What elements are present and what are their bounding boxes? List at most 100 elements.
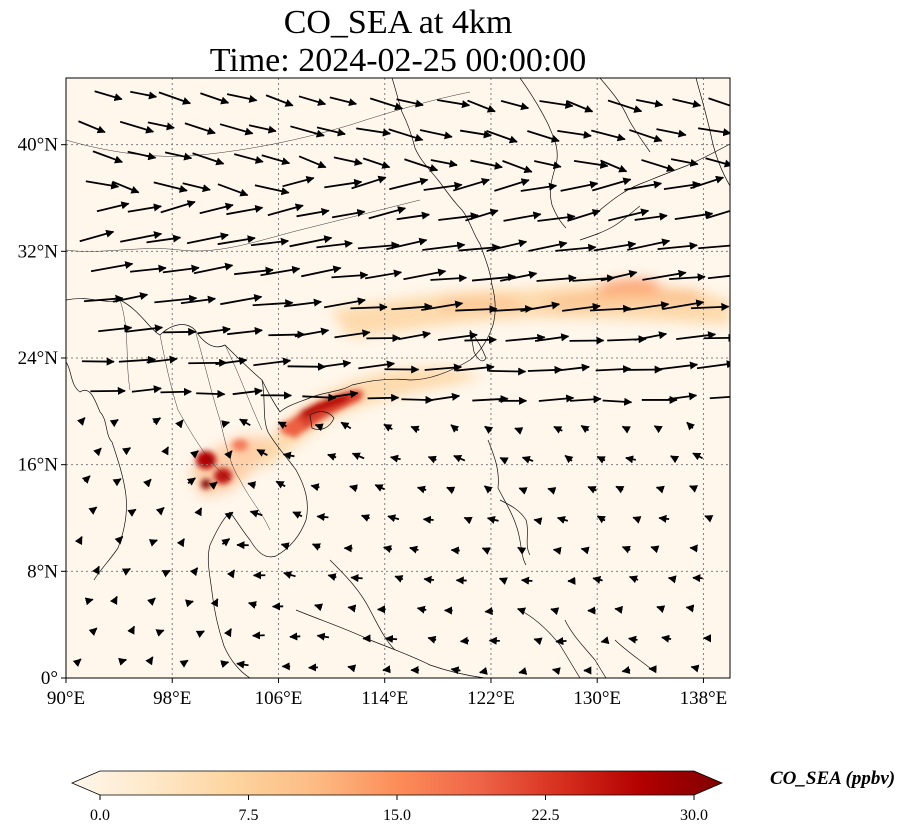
wind-arrow — [217, 183, 249, 197]
y-tick-label: 0° — [41, 668, 58, 689]
wind-arrow — [464, 335, 497, 344]
wind-arrow — [301, 265, 342, 278]
wind-arrow — [625, 455, 636, 464]
wind-arrow — [471, 273, 517, 282]
wind-arrow — [533, 637, 543, 646]
wind-arrow — [589, 304, 632, 313]
wind-arrow — [221, 420, 230, 429]
wind-arrow — [161, 569, 171, 578]
wind-arrow — [226, 93, 258, 103]
wind-arrow — [185, 599, 194, 608]
wind-arrow — [566, 100, 594, 113]
wind-arrow — [658, 514, 670, 523]
wind-arrow — [358, 360, 396, 370]
wind-arrow — [662, 299, 705, 311]
wind-arrow — [316, 126, 346, 137]
wind-arrow — [314, 423, 324, 432]
wind-arrow — [350, 574, 363, 583]
wind-arrow — [329, 96, 358, 107]
wind-arrow — [629, 129, 663, 143]
wind-arrow — [663, 180, 701, 191]
wind-arrow — [350, 303, 388, 312]
wind-arrow — [534, 160, 562, 170]
wind-arrow — [283, 298, 323, 308]
wind-arrow — [488, 367, 527, 376]
wind-arrow — [499, 456, 509, 465]
wind-arrow — [310, 483, 320, 492]
x-tick-label: 122°E — [467, 688, 515, 709]
wind-arrow — [427, 635, 437, 644]
wind-arrow — [296, 207, 330, 218]
wind-arrow — [311, 543, 321, 551]
wind-arrow — [674, 210, 714, 221]
wind-arrow — [521, 455, 534, 464]
wind-arrow — [553, 425, 563, 434]
wind-arrow — [555, 637, 567, 646]
map-title-line-2: Time: 2024-02-25 00:00:00 — [209, 42, 587, 79]
wind-arrow — [199, 202, 234, 215]
wind-arrow — [528, 240, 568, 252]
wind-arrow — [250, 237, 290, 247]
wind-arrow — [125, 324, 164, 333]
wind-arrow — [382, 665, 391, 674]
wind-arrow — [455, 305, 498, 314]
map-frame — [65, 77, 731, 679]
wind-arrow — [314, 603, 324, 612]
wind-arrow — [486, 239, 528, 252]
wind-arrow — [280, 542, 290, 551]
wind-arrow — [316, 512, 329, 522]
wind-arrow — [164, 151, 193, 161]
wind-arrow — [592, 177, 632, 192]
wind-arrow — [493, 304, 534, 314]
wind-arrow — [383, 545, 393, 553]
wind-arrow — [569, 395, 602, 404]
wind-arrow — [430, 159, 458, 168]
wind-arrow — [520, 576, 533, 585]
wind-arrow — [627, 635, 638, 644]
wind-arrow — [331, 271, 369, 280]
wind-arrow — [96, 201, 130, 213]
colorbar-label: CO_SEA (ppbv) — [770, 768, 896, 789]
wind-arrow — [389, 454, 401, 463]
wind-arrow — [518, 487, 528, 495]
wind-arrow — [127, 150, 157, 161]
x-tick-label: 130°E — [573, 688, 621, 709]
wind-arrow — [234, 153, 264, 164]
wind-arrow — [484, 425, 494, 434]
wind-arrow — [249, 509, 263, 518]
wind-arrow — [252, 299, 294, 308]
wind-arrow — [573, 159, 609, 169]
wind-arrow — [289, 632, 301, 641]
wind-arrow — [502, 160, 533, 174]
wind-arrow — [356, 127, 392, 137]
wind-arrow — [550, 607, 560, 616]
wind-arrow — [186, 232, 229, 245]
wind-arrow — [282, 175, 315, 188]
wind-arrow — [419, 129, 453, 140]
wind-arrow — [626, 301, 670, 311]
wind-arrow — [557, 129, 592, 139]
wind-arrow — [396, 211, 431, 221]
wind-arrow — [227, 327, 263, 336]
wind-arrow — [163, 327, 197, 336]
wind-arrow — [621, 425, 631, 434]
wind-arrow — [316, 239, 353, 249]
x-tick-label: 106°E — [255, 688, 303, 709]
wind-arrow — [347, 604, 357, 613]
wind-arrow — [294, 327, 330, 338]
wind-arrow — [614, 605, 624, 614]
wind-arrow — [254, 184, 290, 196]
wind-arrow — [481, 547, 491, 555]
wind-arrow — [595, 365, 632, 374]
wind-arrow — [697, 127, 730, 137]
wind-arrow — [161, 446, 169, 456]
wind-arrow — [555, 243, 597, 252]
wind-arrow — [472, 395, 509, 404]
wind-arrow — [298, 95, 327, 106]
wind-arrow — [450, 666, 461, 675]
y-tick-label: 32°N — [18, 241, 59, 262]
wind-arrow — [153, 181, 188, 193]
wind-arrow — [389, 177, 429, 191]
wind-arrow — [388, 128, 424, 142]
wind-arrow — [79, 229, 115, 243]
